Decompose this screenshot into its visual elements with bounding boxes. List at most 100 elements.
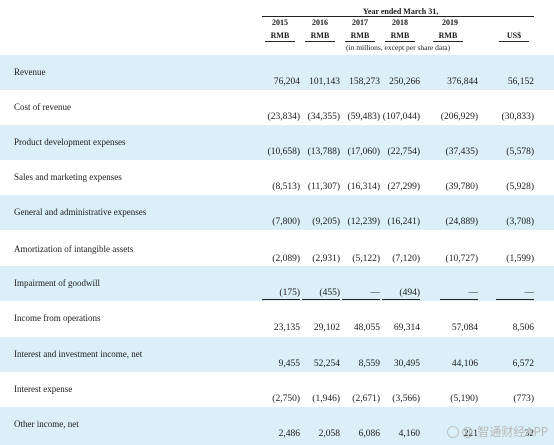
period-underline [262, 16, 534, 17]
value-text: 56,152 [507, 77, 534, 87]
row-value: (5,578) [474, 147, 534, 157]
table-row: Cost of revenue (23,834) (34,355) (59,483)(… [0, 90, 554, 125]
value-text: (24,889) [445, 217, 478, 227]
currency-underline [305, 41, 335, 42]
row-value: (8,513) [240, 182, 300, 192]
row-value: (5,190) [418, 394, 478, 404]
table-row: Revenue 76,204 101,143 158,273 250,266 376,84… [0, 55, 554, 90]
row-value: 29,102 [280, 323, 340, 333]
row-value: (206,929) [418, 112, 478, 122]
currency-header: RMB [390, 31, 410, 40]
value-text: 9,455 [278, 359, 300, 369]
row-label: Product development expenses [14, 137, 126, 147]
currency-header: RMB [438, 31, 458, 40]
subtotal-underline [342, 299, 380, 300]
row-label: Interest and investment income, net [14, 349, 143, 359]
table-row: Interest expense (2,750) (1,946) (2,671) (3,… [0, 372, 554, 407]
value-text: (17,060) [347, 147, 380, 157]
value-text: 29,102 [313, 323, 340, 333]
row-value: (59,483) [320, 112, 380, 122]
row-value: 376,844 [418, 77, 478, 87]
row-label: General and administrative expenses [14, 207, 147, 217]
table-row: Sales and marketing expenses (8,513) (11,3… [0, 160, 554, 195]
row-value: 6,572 [474, 359, 534, 369]
year-header: 2018 [392, 18, 408, 27]
row-value: (10,658) [240, 147, 300, 157]
year-header: 2019 [442, 18, 458, 27]
value-text: 8,506 [512, 323, 534, 333]
row-value: (23,834) [240, 112, 300, 122]
table-row: Impairment of goodwill (175) (455) — (494) — — [0, 266, 554, 301]
currency-underline [499, 41, 529, 42]
row-label: Amortization of intangible assets [14, 244, 134, 254]
row-label: Impairment of goodwill [14, 278, 100, 288]
value-text: 158,273 [349, 77, 380, 87]
year-header: 2016 [312, 18, 328, 27]
period-header: Year ended March 31, [363, 7, 439, 16]
table-row: Other income, net 2,486 2,058 6,086 4,160 221… [0, 407, 554, 445]
value-text: (11,307) [307, 182, 340, 192]
value-text: (107,044) [382, 112, 420, 122]
value-text: (10,658) [267, 147, 300, 157]
table-row: Income from operations 23,135 29,102 48,055… [0, 301, 554, 336]
row-value: 2,058 [280, 429, 340, 439]
row-value: 8,559 [320, 359, 380, 369]
value-text: 69,314 [393, 323, 420, 333]
value-text: — [370, 288, 381, 298]
value-text: (3,708) [506, 217, 534, 227]
row-value: (7,120) [360, 254, 420, 264]
value-text: — [524, 288, 535, 298]
watermark-logo-icon [446, 426, 459, 438]
value-text: 376,844 [447, 77, 478, 87]
row-value: (22,754) [360, 147, 420, 157]
value-text: 6,572 [512, 359, 534, 369]
value-text: (2,750) [272, 394, 300, 404]
value-text: (13,788) [307, 147, 340, 157]
value-text: 52,254 [313, 359, 340, 369]
row-value: (9,205) [280, 217, 340, 227]
currency-header: RMB [350, 31, 370, 40]
currency-underline [433, 41, 463, 42]
value-text: (16,241) [387, 217, 420, 227]
row-value: 2,486 [240, 429, 300, 439]
table-row: General and administrative expenses (7,80… [0, 195, 554, 230]
row-value: (494) [360, 288, 420, 298]
row-value: (107,044) [360, 112, 420, 122]
value-text: 23,135 [273, 323, 300, 333]
value-text: (10,727) [445, 254, 478, 264]
value-text: 48,055 [353, 323, 380, 333]
row-value: (2,089) [240, 254, 300, 264]
units-note: (in millions, except per share data) [346, 43, 451, 52]
row-value: 69,314 [360, 323, 420, 333]
row-label: Interest expense [14, 384, 73, 394]
table-row: Interest and investment income, net 9,455… [0, 337, 554, 372]
value-text: (22,754) [387, 147, 420, 157]
value-text: (5,578) [506, 147, 534, 157]
row-label: Other income, net [14, 419, 79, 429]
row-value: — [320, 288, 381, 298]
value-text: (30,833) [501, 112, 534, 122]
row-label: Income from operations [14, 313, 101, 323]
row-value: (24,889) [418, 217, 478, 227]
value-text: 8,559 [358, 359, 380, 369]
row-value: 9,455 [240, 359, 300, 369]
row-value: (13,788) [280, 147, 340, 157]
value-text: (455) [319, 288, 340, 298]
currency-header: RMB [310, 31, 330, 40]
value-text: — [468, 288, 479, 298]
row-value: (7,800) [240, 217, 300, 227]
value-text: 6,086 [358, 429, 380, 439]
row-value: (16,314) [320, 182, 380, 192]
row-value: (175) [240, 288, 300, 298]
value-text: (494) [399, 288, 420, 298]
value-text: (39,780) [445, 182, 478, 192]
row-value: (34,355) [280, 112, 340, 122]
row-value: (1,599) [474, 254, 534, 264]
value-text: (206,929) [440, 112, 478, 122]
row-value: (2,931) [280, 254, 340, 264]
row-value: (27,299) [360, 182, 420, 192]
subtotal-underline [440, 299, 478, 300]
value-text: 57,084 [451, 323, 478, 333]
row-value: 6,086 [320, 429, 380, 439]
row-value: 57,084 [418, 323, 478, 333]
